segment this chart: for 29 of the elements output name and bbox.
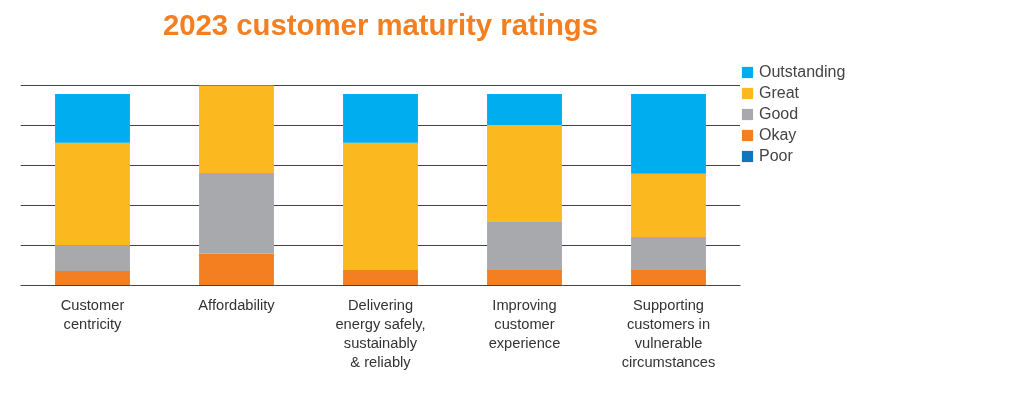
bar — [631, 173, 706, 237]
legend-label: Great — [759, 84, 800, 102]
x-tick-label: Affordability — [198, 296, 276, 313]
bar — [343, 94, 418, 143]
bar — [487, 269, 562, 286]
legend-label: Outstanding — [759, 63, 846, 81]
bar — [343, 142, 418, 270]
bar — [343, 269, 418, 286]
bar — [55, 270, 130, 286]
bar — [487, 94, 562, 126]
bar — [199, 85, 274, 173]
chart-title: 2023 customer maturity ratings — [162, 7, 599, 41]
x-tick-label: Improving customer experience — [488, 296, 561, 351]
bar — [55, 94, 130, 143]
x-tick-label: Customer centricity — [60, 296, 125, 332]
bar — [55, 245, 130, 271]
x-tick-label: Delivering energy safely, sustainably & reliably — [335, 296, 426, 371]
bar — [55, 142, 130, 246]
bar — [631, 269, 706, 286]
bar — [487, 221, 562, 270]
bar — [199, 172, 274, 254]
bar — [199, 253, 274, 286]
bar — [487, 125, 562, 222]
legend-label: Poor — [759, 147, 793, 165]
legend-label: Okay — [759, 126, 797, 144]
legend-label: Good — [759, 105, 799, 123]
x-tick-label: Supporting customers in vulnerable circumstances — [621, 296, 716, 371]
bar — [631, 236, 706, 270]
bar — [631, 94, 706, 174]
